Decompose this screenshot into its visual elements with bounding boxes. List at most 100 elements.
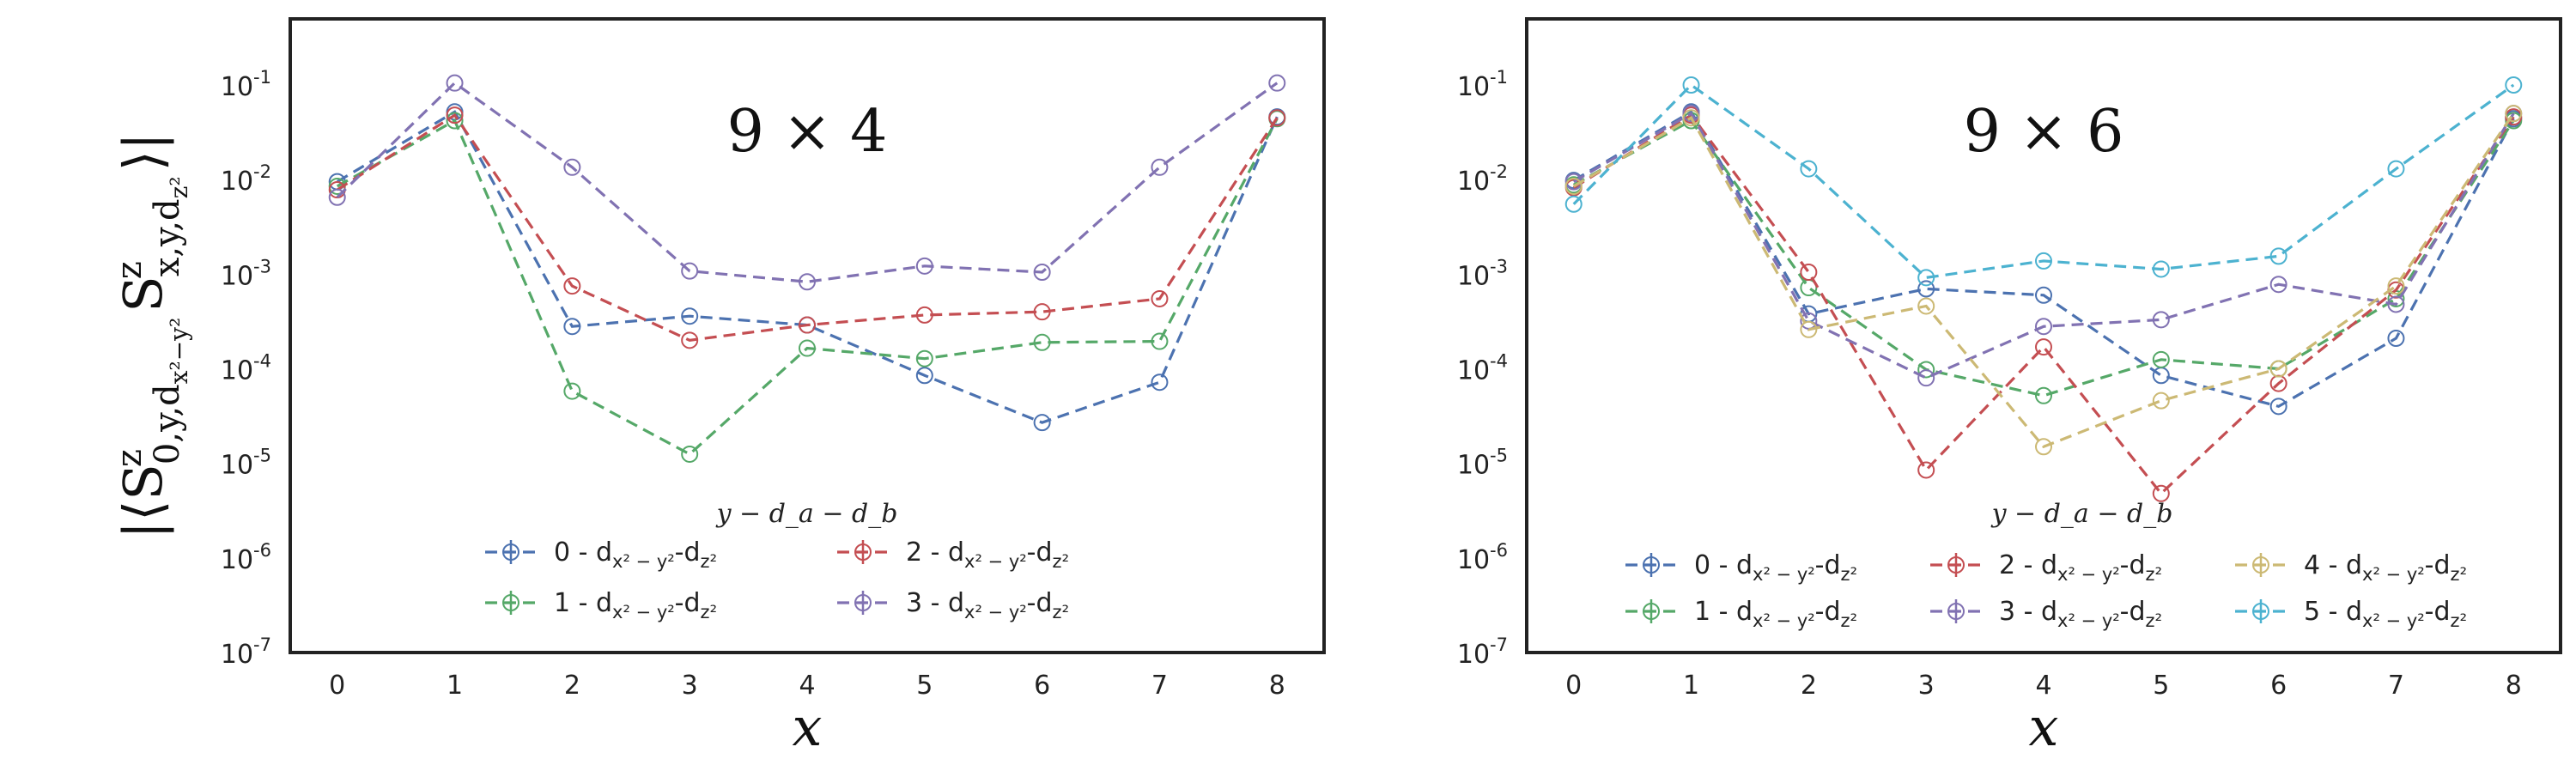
shared-y-axis-label: |⟨Sz0,y,dx²−y²Szx,y,dz²⟩| [110,132,193,538]
data-point [1682,76,1700,94]
legend-marker [854,594,872,611]
data-point [1800,320,1818,338]
data-point [2269,247,2287,265]
data-point [2035,386,2052,404]
data-point [1917,297,1935,315]
data-point [681,262,699,280]
chart-panel-9x6: 10-7 10-6 10-5 10-4 10-3 10-2 10-1 0 1 2 3 4 5 6 7 8 x 9 … [1457,17,2562,758]
y-tick-label: 10-2 [221,161,271,197]
data-point [1268,74,1286,92]
data-point [915,306,933,324]
x-tick-label: 1 [1683,671,1699,701]
data-point [1564,177,1583,195]
series [1564,76,2523,287]
data-point [2387,160,2405,178]
x-tick-label: 1 [447,671,463,701]
data-point [2152,484,2170,502]
legend-entry: 2 - dx² − y²-dz² [837,537,1069,572]
data-point [2035,318,2052,336]
y-tick-label: 10-5 [221,446,271,481]
y-tick-label: 10-6 [1457,540,1508,575]
x-tick-label: 8 [2506,671,2522,701]
series-line [1572,111,2515,379]
x-tick-label: 0 [1565,671,1582,701]
data-point [915,257,933,275]
legend-title: y − d_a − d_b [1990,499,2173,529]
data-point [1033,333,1051,351]
data-point [1151,332,1169,350]
data-point [681,445,699,463]
series-line [1572,110,2515,409]
data-point [915,349,933,367]
data-point [2035,286,2052,304]
data-point [1917,461,1935,479]
legend-label: 0 - dx² − y²-dz² [1694,550,1857,585]
data-point [799,273,816,291]
y-tick-label: 10-4 [1457,351,1508,386]
legend-label: 2 - dx² − y²-dz² [906,537,1069,572]
legend-marker [1643,603,1660,620]
legend-label: 3 - dx² − y²-dz² [906,588,1069,622]
data-point [2035,438,2052,456]
data-point [1268,109,1286,127]
data-point [563,318,581,336]
data-point [2269,398,2287,416]
data-point [2035,338,2052,356]
data-point [328,188,346,206]
x-tick-label: 5 [2153,671,2169,701]
data-point [1151,289,1169,307]
legend-label: 5 - dx² − y²-dz² [2304,597,2467,631]
data-point [2505,76,2523,94]
y-tick-label: 10-7 [1457,634,1508,670]
y-tick-label: 10-3 [1457,256,1508,291]
data-point [2505,105,2523,123]
data-point [915,367,933,385]
legend-label: 4 - dx² − y²-dz² [2304,550,2467,585]
data-point [2035,252,2052,270]
x-tick-label: 7 [2388,671,2404,701]
x-tick-label: 5 [916,671,933,701]
x-axis-label: x [2029,695,2059,758]
data-point [446,106,464,124]
y-tick-label: 10-2 [1457,161,1508,197]
data-point [1917,369,1935,387]
x-tick-label: 7 [1151,671,1168,701]
chart-panel-9x4: 10-7 10-6 10-5 10-4 10-3 10-2 10-1 0 1 2 3 4 5 6 7 8 x 9 … [221,17,1326,758]
data-point [1033,264,1051,282]
series-line [336,81,1279,283]
data-point [563,382,581,400]
data-point [2152,367,2170,385]
data-point [681,307,699,325]
panel-title: 9 × 4 [727,98,888,166]
x-tick-label: 2 [564,671,580,701]
x-tick-label: 4 [799,671,815,701]
x-tick-label: 3 [1918,671,1935,701]
data-point [2152,392,2170,410]
y-tick-label: 10-5 [1457,446,1508,481]
data-point [1151,373,1169,392]
x-tick-label: 6 [2270,671,2287,701]
legend-label: 3 - dx² − y²-dz² [1999,597,2162,631]
panel-title: 9 × 6 [1964,98,2124,166]
y-tick-label: 10-1 [1457,67,1508,102]
data-point [2387,295,2405,313]
series-line [1572,112,2515,496]
data-point [2152,260,2170,278]
data-point [2387,330,2405,348]
legend-label: 1 - dx² − y²-dz² [1694,597,1857,631]
y-tick-label: 10-7 [221,634,271,670]
legend-entry: 3 - dx² − y²-dz² [837,588,1069,622]
legend-marker [1947,603,1965,620]
y-axis-label: |⟨Sz0,y,dx²−y²Szx,y,dz²⟩| [110,132,193,538]
data-point [1033,303,1051,321]
x-tick-label: 3 [682,671,698,701]
plot-frame [289,17,1326,654]
data-point [1682,105,1700,123]
y-tick-label: 10-4 [221,351,271,386]
legend-entry: 0 - dx² − y²-dz² [485,537,717,572]
x-tick-label: 8 [1269,671,1285,701]
data-point [1151,158,1169,176]
series [1564,106,2523,502]
data-point [1033,414,1051,432]
data-point [446,74,464,92]
